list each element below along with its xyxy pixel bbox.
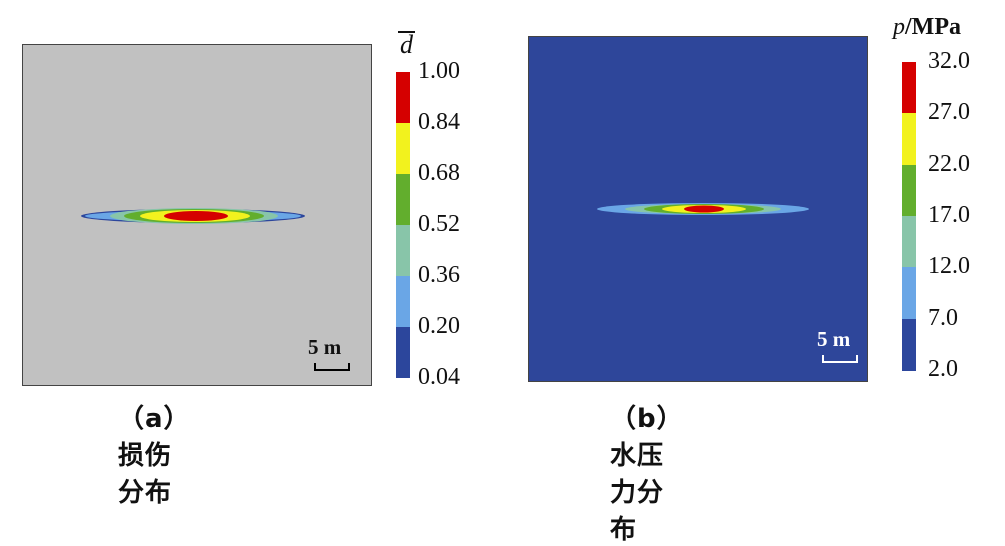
color-bar-segment (902, 164, 916, 217)
color-bar-segment (902, 216, 916, 268)
legend-tick-label: 0.04 (418, 364, 460, 390)
color-bar-segment (396, 276, 410, 327)
pressure-contour-plot: 5 m (528, 36, 868, 382)
damage-contour-svg (81, 208, 305, 224)
pressure-color-bar (902, 62, 916, 371)
legend-tick-label: 0.68 (418, 160, 460, 186)
caption-b: （b）水压力分布 (610, 404, 684, 545)
scale-bar-line (822, 355, 858, 363)
color-bar-segment (902, 113, 916, 166)
damage-color-bar (396, 72, 410, 378)
legend-title-pressure: p/MPa (893, 14, 961, 40)
damage-contour-plot: 5 m (22, 44, 372, 386)
pressure-level-5 (684, 205, 724, 213)
legend-tick-label: 7.0 (928, 304, 958, 331)
scale-bar-label: 5 m (308, 335, 342, 359)
legend-tick-label: 0.52 (418, 211, 460, 237)
scale-bar-label: 5 m (817, 327, 851, 351)
caption-a: （a）损伤分布 (118, 404, 191, 508)
legend-tick-label: 27.0 (928, 99, 970, 126)
legend-tick-label: 12.0 (928, 253, 970, 280)
legend-tick-label: 32.0 (928, 48, 970, 74)
legend-tick-label: 2.0 (928, 356, 958, 382)
legend-tick-label: 0.20 (418, 313, 460, 339)
legend-tick-label: 0.36 (418, 262, 460, 288)
color-bar-segment (396, 123, 410, 174)
color-bar-segment (902, 318, 916, 371)
legend-tick-label: 0.84 (418, 109, 460, 135)
pressure-contour-svg (597, 203, 809, 215)
contour-level-6 (164, 211, 228, 221)
legend-title-d: d (398, 30, 415, 59)
scale-bar-line (314, 363, 350, 371)
legend-tick-label: 22.0 (928, 150, 970, 177)
color-bar-segment (396, 72, 410, 123)
legend-tick-label: 1.00 (418, 58, 460, 84)
legend-tick-label: 17.0 (928, 202, 970, 228)
color-bar-segment (902, 267, 916, 320)
color-bar-segment (396, 327, 410, 378)
color-bar-segment (396, 225, 410, 276)
color-bar-segment (902, 62, 916, 114)
color-bar-segment (396, 174, 410, 225)
